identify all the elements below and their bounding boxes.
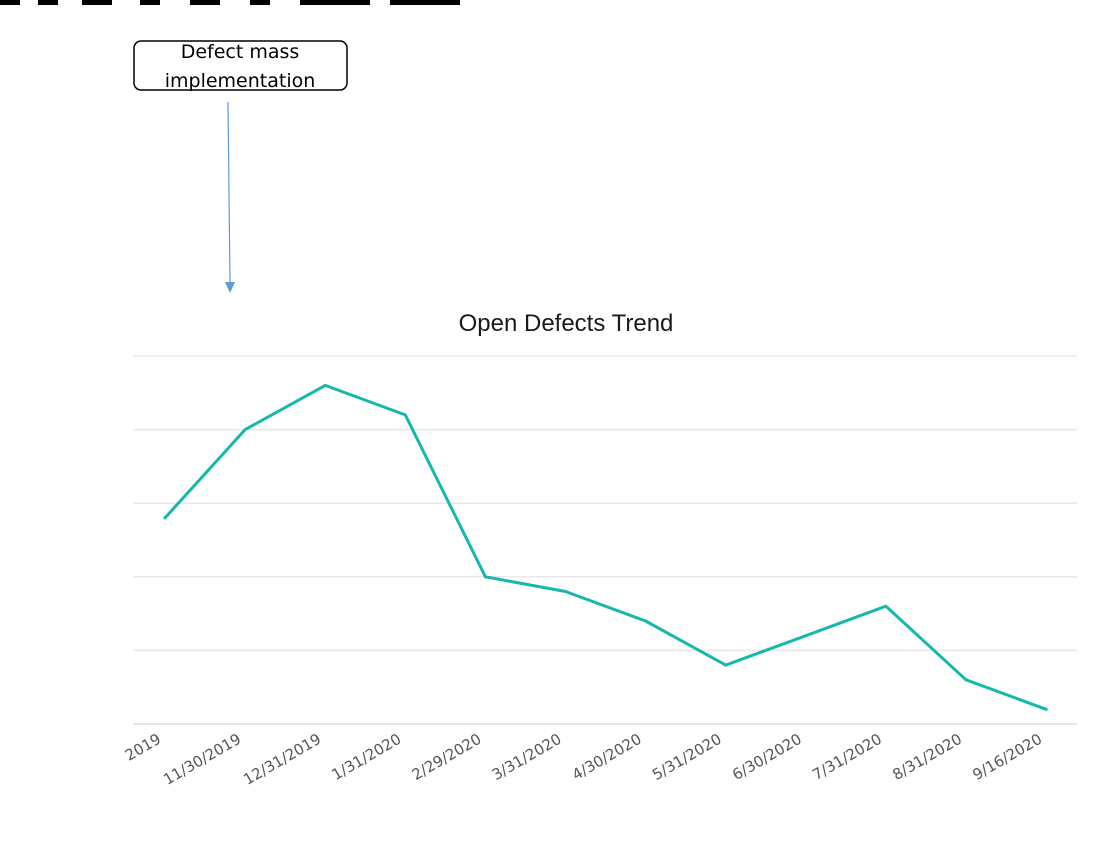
x-tick-label: 9/16/2020	[969, 730, 1045, 784]
annotation-box	[133, 40, 348, 91]
x-tick-label: 7/31/2020	[809, 730, 885, 784]
annotation-callout: Defect mass implementation	[133, 40, 348, 293]
x-tick-label: 4/30/2020	[569, 730, 645, 784]
data-point	[964, 678, 968, 682]
x-tick-label: 11/30/2019	[160, 730, 244, 789]
data-point	[804, 634, 808, 638]
data-point	[323, 383, 327, 387]
series-line-0	[163, 383, 1048, 711]
annotation-arrow-line	[227, 101, 231, 284]
data-point	[403, 413, 407, 417]
chart-title: Open Defects Trend	[459, 310, 674, 337]
data-point	[644, 619, 648, 623]
data-point	[163, 516, 167, 520]
x-tick-label: 1/31/2020	[329, 730, 405, 784]
annotation-line-2: implementation	[165, 70, 316, 92]
data-point	[1044, 707, 1048, 711]
x-tick-label: 5/31/2020	[649, 730, 725, 784]
data-point	[724, 663, 728, 667]
x-tick-label: 2019	[122, 730, 164, 765]
cropped-top-fragment	[0, 0, 460, 5]
x-tick-label: 2/29/2020	[409, 730, 485, 784]
x-tick-label: 12/31/2019	[240, 730, 324, 789]
data-point	[564, 590, 567, 594]
data-point	[483, 575, 487, 579]
annotation-arrow-head	[225, 282, 235, 293]
x-tick-label: 6/30/2020	[729, 730, 805, 784]
data-point	[243, 428, 247, 432]
series-layer	[163, 383, 1048, 711]
data-point	[884, 604, 888, 608]
annotation-line-1: Defect mass	[181, 41, 300, 63]
x-tick-label: 8/31/2020	[889, 730, 965, 784]
gridlines	[133, 355, 1077, 725]
x-tick-label: 3/31/2020	[489, 730, 565, 784]
